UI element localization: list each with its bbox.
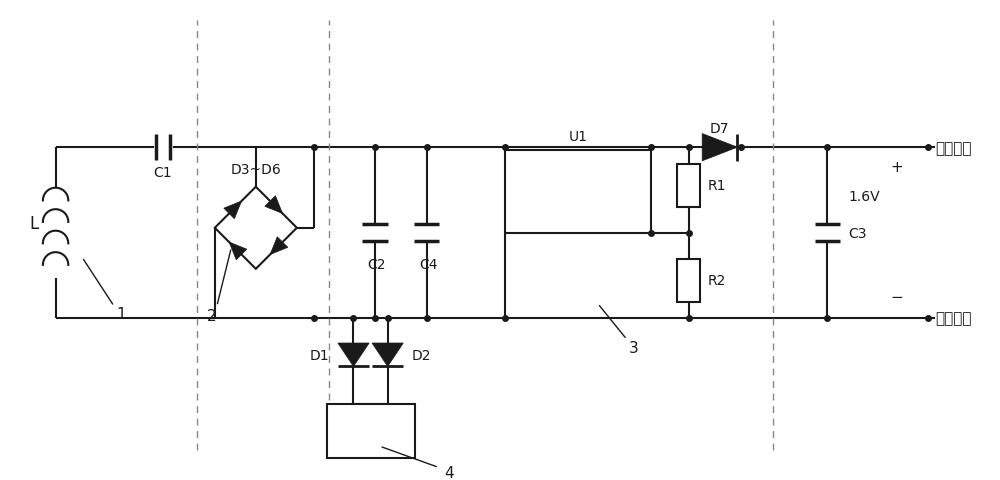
- Text: 1.6V: 1.6V: [849, 189, 880, 203]
- Text: D3~D6: D3~D6: [230, 163, 281, 177]
- Text: 1: 1: [116, 306, 126, 321]
- Polygon shape: [372, 343, 403, 367]
- Text: D2: D2: [412, 348, 432, 362]
- Polygon shape: [224, 202, 242, 219]
- Text: C1: C1: [154, 165, 172, 179]
- Text: 3: 3: [629, 340, 639, 355]
- Text: 电池正极: 电池正极: [936, 140, 972, 156]
- Text: D7: D7: [710, 121, 730, 135]
- Text: U1: U1: [569, 130, 588, 144]
- Text: 电池负极: 电池负极: [936, 311, 972, 326]
- Text: R2: R2: [708, 274, 726, 288]
- Text: C2: C2: [368, 257, 386, 271]
- Text: R1: R1: [708, 179, 727, 192]
- Bar: [677, 164, 700, 207]
- Text: C3: C3: [849, 226, 867, 240]
- Text: +: +: [891, 160, 903, 175]
- Bar: [677, 259, 700, 302]
- Polygon shape: [702, 134, 737, 161]
- Bar: [505, 151, 651, 234]
- Text: C4: C4: [419, 257, 438, 271]
- Text: 4: 4: [444, 465, 454, 480]
- Text: L: L: [29, 215, 39, 232]
- Polygon shape: [338, 343, 369, 367]
- Polygon shape: [270, 237, 288, 255]
- Text: 2: 2: [207, 308, 217, 323]
- Text: −: −: [891, 289, 903, 304]
- Text: D1: D1: [309, 348, 329, 362]
- Polygon shape: [265, 196, 283, 214]
- Bar: [327, 404, 415, 458]
- Polygon shape: [229, 242, 247, 260]
